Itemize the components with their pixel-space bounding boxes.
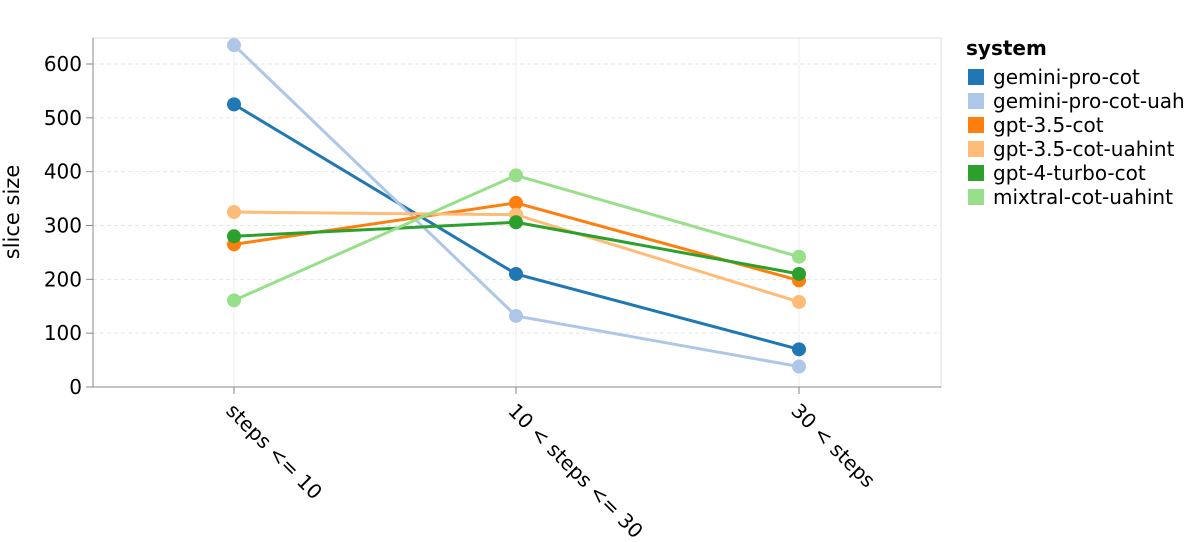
data-point [792, 294, 806, 309]
legend-swatch [968, 165, 984, 181]
y-axis-title: slice size [0, 165, 24, 259]
x-tick-label: 10 < steps <= 30 [503, 399, 647, 542]
legend-label: gemini-pro-cot [993, 65, 1140, 89]
legend-swatch [968, 117, 984, 133]
data-point [792, 342, 806, 357]
legend-label: gpt-3.5-cot [993, 113, 1104, 137]
y-tick-label: 200 [44, 267, 82, 291]
data-point [227, 205, 241, 220]
x-tick-label: 30 < steps [786, 399, 880, 493]
y-tick-label: 400 [44, 160, 82, 184]
data-point [792, 266, 806, 281]
y-tick-label: 500 [44, 106, 82, 130]
legend-title: system [966, 36, 1047, 60]
data-point [227, 229, 241, 244]
y-tick-label: 600 [44, 52, 82, 76]
data-point [227, 38, 241, 53]
data-point [227, 293, 241, 308]
legend-label: mixtral-cot-uahint [993, 185, 1173, 209]
x-tick-label: steps <= 10 [221, 399, 327, 505]
legend-swatch [968, 93, 984, 109]
data-point [227, 97, 241, 112]
data-point [509, 266, 523, 281]
data-point [509, 215, 523, 230]
y-tick-label: 300 [44, 214, 82, 238]
data-point [792, 359, 806, 374]
legend-swatch [968, 69, 984, 85]
legend-swatch [968, 189, 984, 205]
axes: 0 100 200 300 400 500 600 steps <= 10 10 < steps… [44, 38, 941, 542]
data-point [509, 168, 523, 183]
legend-swatch [968, 141, 984, 157]
legend-label: gemini-pro-cot-uah [993, 89, 1185, 113]
data-point [509, 195, 523, 210]
y-tick-label: 0 [69, 375, 82, 399]
data-point [509, 308, 523, 323]
data-point [792, 249, 806, 264]
legend: system gemini-pro-cotgemini-pro-cot-uahg… [966, 36, 1185, 209]
y-tick-label: 100 [44, 321, 82, 345]
legend-label: gpt-3.5-cot-uahint [993, 137, 1175, 161]
series-group [227, 38, 806, 374]
legend-label: gpt-4-turbo-cot [993, 161, 1146, 185]
